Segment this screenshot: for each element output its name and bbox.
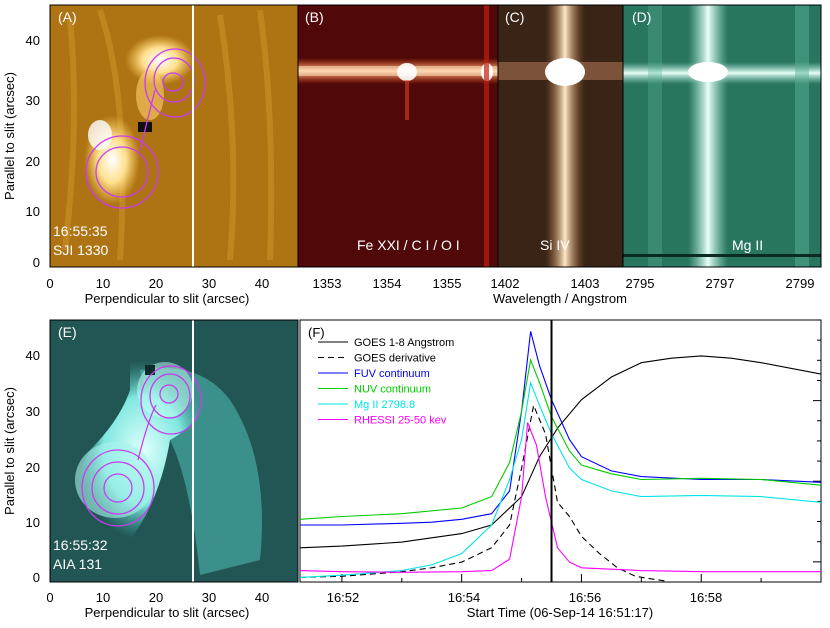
series-line-mg-ii-2798-8 (299, 380, 822, 578)
panel-c-line: Si IV (540, 237, 570, 253)
panel-d: (D) Mg II (623, 5, 821, 267)
bottom-xtick-20: 20 (149, 590, 163, 605)
panel-f-series (299, 331, 822, 582)
bottom-xtick-30: 30 (202, 590, 216, 605)
panel-e-label: (E) (58, 324, 77, 340)
bottom-xtick-0: 0 (46, 590, 53, 605)
wl-d-tick-2795: 2795 (626, 276, 655, 291)
panel-f-ticks (341, 319, 821, 583)
time-tick-1656: 16:56 (569, 590, 602, 605)
wl-d-tick-2799: 2799 (786, 276, 815, 291)
panel-b-line: Fe XXI / C I / O I (357, 237, 460, 253)
top-ytick-0: 0 (33, 255, 40, 270)
panel-b-image (298, 5, 498, 267)
wavelength-label: Wavelength / Angstrom (493, 291, 627, 306)
legend-entry: RHESSI 25-50 kev (354, 415, 447, 427)
panel-c: (C) Si IV (498, 5, 623, 267)
time-tick-1654: 16:54 (448, 590, 481, 605)
time-tick-1652: 16:52 (327, 590, 360, 605)
bottom-ylabel: Parallel to slit (arcsec) (2, 387, 17, 515)
top-ytick-10: 10 (26, 204, 40, 219)
bottom-ytick-40: 40 (26, 348, 40, 363)
top-xtick-10: 10 (96, 276, 110, 291)
top-ytick-30: 30 (26, 93, 40, 108)
top-xtick-40: 40 (255, 276, 269, 291)
legend-entry: NUV continuum (354, 384, 431, 396)
panel-a: (A) 16:55:35 SJI 1330 (50, 5, 298, 267)
wl-b-tick-1354: 1354 (373, 276, 402, 291)
panel-e-contours (81, 365, 202, 527)
series-line-fuv-continuum (300, 331, 822, 526)
wl-d-tick-2797: 2797 (706, 276, 735, 291)
top-xtick-20: 20 (149, 276, 163, 291)
time-label: Start Time (06-Sep-14 16:51:17) (467, 605, 653, 620)
bottom-y-axis: 0 10 20 30 40 Parallel to slit (arcsec) (2, 348, 40, 585)
panel-a-instrument: SJI 1330 (53, 242, 108, 258)
bottom-ytick-10: 10 (26, 515, 40, 530)
series-line-nuv-continuum (299, 357, 822, 520)
top-ytick-40: 40 (26, 33, 40, 48)
panel-a-label: (A) (58, 9, 77, 25)
bottom-xlabel: Perpendicular to slit (arcsec) (85, 605, 250, 620)
top-xtick-30: 30 (202, 276, 216, 291)
panel-e: (E) 16:55:32 AIA 131 (49, 319, 299, 583)
bottom-ytick-20: 20 (26, 460, 40, 475)
wl-b-tick-1355: 1355 (433, 276, 462, 291)
top-xtick-0: 0 (46, 276, 53, 291)
panel-f-label: (F) (308, 325, 325, 340)
wl-c-tick-1402: 1402 (491, 276, 520, 291)
panel-f-legend: GOES 1-8 Angstrom GOES derivative FUV cont… (318, 337, 454, 427)
bottom-ytick-30: 30 (26, 404, 40, 419)
series-line-rhessi-25-50-kev (299, 422, 821, 573)
panel-a-time: 16:55:35 (53, 223, 108, 239)
panel-b: (B) Fe XXI / C I / O I (298, 5, 498, 267)
series-line-goes-1-8-angstrom (299, 355, 822, 549)
top-ylabel: Parallel to slit (arcsec) (2, 72, 17, 200)
wl-c-tick-1403: 1403 (571, 276, 600, 291)
panel-e-time: 16:55:32 (53, 537, 108, 553)
panel-a-contours (85, 48, 206, 209)
time-tick-1658: 16:58 (690, 590, 723, 605)
top-xlabel: Perpendicular to slit (arcsec) (85, 291, 250, 306)
panel-e-instrument: AIA 131 (53, 556, 102, 572)
legend-entry: FUV continuum (354, 368, 430, 380)
legend-entry: GOES derivative (354, 353, 436, 365)
bottom-ytick-0: 0 (33, 570, 40, 585)
bottom-xtick-10: 10 (96, 590, 110, 605)
bottom-xtick-40: 40 (255, 590, 269, 605)
panel-c-label: (C) (505, 9, 524, 25)
panel-d-line: Mg II (732, 237, 763, 253)
top-ytick-20: 20 (26, 154, 40, 169)
panel-f: (F) GOES 1-8 Angstrom GOES derivative FUV … (299, 319, 822, 620)
legend-entry: Mg II 2798.8 (354, 399, 415, 411)
panel-b-label: (B) (305, 9, 324, 25)
legend-entry: GOES 1-8 Angstrom (354, 337, 454, 349)
top-y-axis: 0 10 20 30 40 Parallel to slit (arcsec) (2, 33, 40, 270)
wl-b-tick-1353: 1353 (313, 276, 342, 291)
bottom-x-axis: 0 10 20 30 40 Perpendicular to slit (arc… (46, 590, 269, 620)
top-x-axis: 0 10 20 30 40 Perpendicular to slit (arc… (46, 276, 814, 306)
panel-d-label: (D) (632, 9, 651, 25)
